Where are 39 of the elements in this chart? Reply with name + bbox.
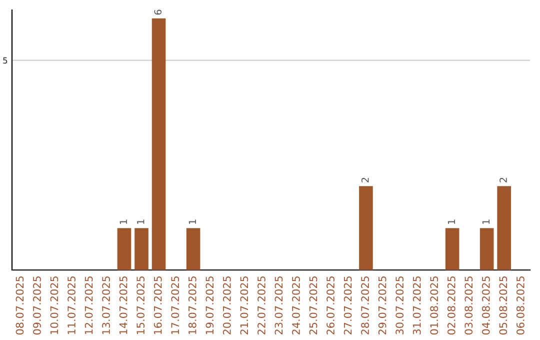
x-tick-label: 05.08.2025 xyxy=(499,276,508,335)
x-tick-label: 12.07.2025 xyxy=(84,276,93,334)
x-tick-label: 13.07.2025 xyxy=(102,276,110,334)
x-tick-label: 25.07.2025 xyxy=(309,276,318,334)
x-tick-label: 17.07.2025 xyxy=(171,276,180,334)
x-tick-label: 02.08.2025 xyxy=(447,276,456,335)
x-tick-label: 09.07.2025 xyxy=(33,276,41,335)
x-tick-label: 31.07.2025 xyxy=(412,276,421,334)
data-label: 1 xyxy=(137,220,144,224)
x-tick-label: 24.07.2025 xyxy=(292,276,300,334)
data-label: 2 xyxy=(500,178,507,182)
x-tick-label: 15.07.2025 xyxy=(136,276,145,334)
data-label: 1 xyxy=(188,220,196,224)
data-label: 1 xyxy=(120,220,127,224)
x-tick-label: 10.07.2025 xyxy=(50,276,58,334)
x-tick-label: 28.07.2025 xyxy=(361,276,369,334)
x-tick-label: 14.07.2025 xyxy=(119,276,128,334)
x-tick-label: 19.07.2025 xyxy=(206,276,214,334)
y-tick-label: 5 xyxy=(3,57,8,64)
x-tick-label: 11.07.2025 xyxy=(68,276,76,334)
x-tick-label: 30.07.2025 xyxy=(396,276,404,334)
x-tick-label: 26.07.2025 xyxy=(326,276,334,334)
x-tick-label: 23.07.2025 xyxy=(274,276,283,334)
x-tick-label: 08.07.2025 xyxy=(16,276,24,335)
x-tick-label: 16.07.2025 xyxy=(154,276,162,334)
x-tick-label: 20.07.2025 xyxy=(222,276,231,334)
x-tick-label: 22.07.2025 xyxy=(258,276,266,334)
data-label: 1 xyxy=(482,220,490,224)
x-tick-label: 03.08.2025 xyxy=(464,276,473,335)
x-tick-label: 06.08.2025 xyxy=(516,276,524,335)
x-tick-label: 01.08.2025 xyxy=(430,276,438,335)
x-tick-label: 27.07.2025 xyxy=(344,276,352,334)
x-tick-label: 18.07.2025 xyxy=(188,276,196,334)
data-label: 2 xyxy=(361,178,369,182)
data-label: 6 xyxy=(154,10,162,15)
x-tick-label: 29.07.2025 xyxy=(378,276,386,334)
data-label: 1 xyxy=(448,220,455,224)
x-tick-label: 21.07.2025 xyxy=(240,276,248,334)
x-tick-label: 04.08.2025 xyxy=(482,276,490,335)
